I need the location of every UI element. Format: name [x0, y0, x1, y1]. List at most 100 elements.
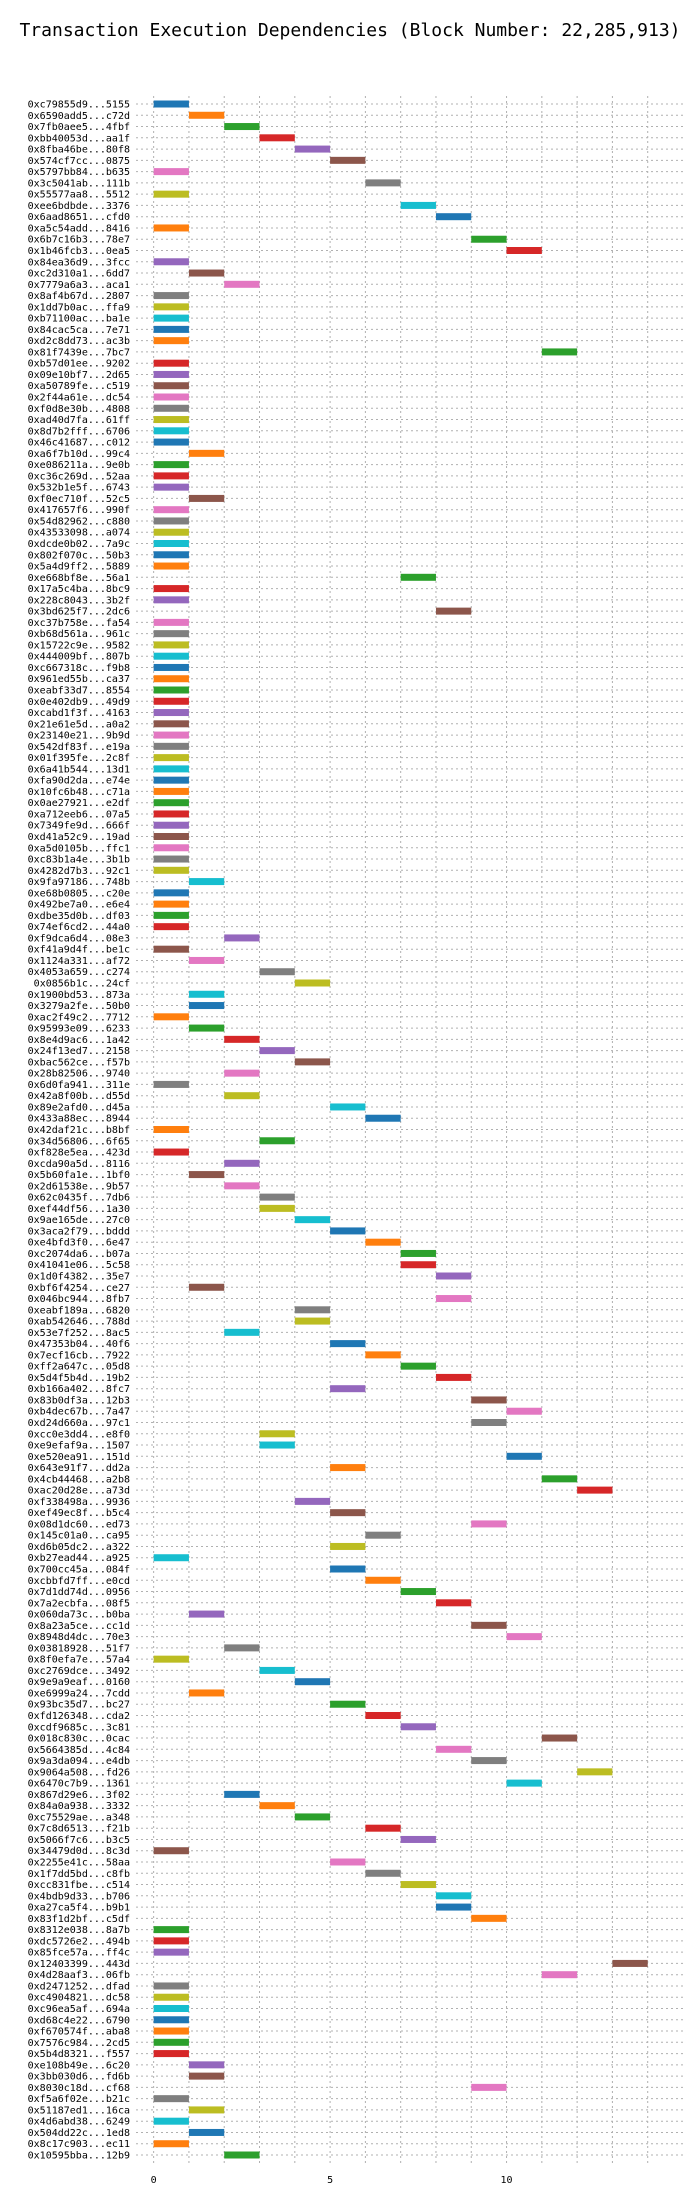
- y-tick-label: 0x5a4d9ff2...5889: [28, 562, 130, 573]
- bar: [259, 1204, 295, 1212]
- bar: [294, 1306, 331, 1314]
- y-tick-label: 0xcbbfd7ff...e0cd: [28, 1576, 130, 1587]
- y-tick-label: 0x1f7dd5bd...c8fb: [28, 1869, 130, 1880]
- bar: [259, 1137, 295, 1145]
- y-tick-label: 0x09e10bf7...2d65: [28, 370, 130, 381]
- bar: [506, 1779, 542, 1787]
- bar: [153, 404, 189, 412]
- y-tick-label: 0xf0ec710f...52c5: [28, 494, 130, 505]
- y-tick-label: 0x0ae27921...e2df: [28, 798, 130, 809]
- y-tick-label: 0xa5c54add...8416: [28, 223, 130, 234]
- y-tick-label: 0x5b4d8321...f557: [28, 2049, 130, 2060]
- bar: [153, 483, 189, 491]
- y-tick-label: 0xc2074da6...b07a: [28, 1249, 130, 1260]
- bar: [224, 1035, 260, 1043]
- bar: [153, 2027, 189, 2035]
- y-tick-label: 0x83b0df3a...12b3: [28, 1395, 130, 1406]
- y-tick-label: 0x3aca2f79...bddd: [28, 1226, 130, 1237]
- grid-layer: [136, 96, 683, 2163]
- y-tick-label: 0x54d82962...c880: [28, 516, 130, 527]
- bar: [400, 1249, 436, 1257]
- bar: [435, 1903, 472, 1911]
- bar: [224, 1092, 260, 1100]
- y-tick-label: 0x41041e06...5c58: [28, 1260, 130, 1271]
- y-tick-label: 0xdcde0b02...7a9c: [28, 539, 130, 550]
- y-tick-label: 0x9064a508...fd26: [28, 1767, 130, 1778]
- y-tick-label: 0x018c830c...0cac: [28, 1734, 130, 1745]
- y-tick-label: 0x4cb44468...a2b8: [28, 1474, 130, 1485]
- y-tick-label: 0xd2471252...dfad: [28, 1981, 130, 1992]
- y-tick-label: 0x542df83f...e19a: [28, 742, 130, 753]
- bar: [153, 1080, 189, 1088]
- y-tick-label: 0x6b7c16b3...78e7: [28, 235, 130, 246]
- bar: [400, 1588, 436, 1596]
- y-tick-label: 0xcda90a5d...8116: [28, 1159, 130, 1170]
- y-tick-label: 0x24f13ed7...2158: [28, 1046, 130, 1057]
- y-tick-label: 0xc37b758e...fa54: [28, 618, 130, 629]
- bar: [153, 663, 189, 671]
- bar: [153, 821, 189, 829]
- bar: [471, 1914, 507, 1922]
- bar: [153, 810, 189, 818]
- y-tick-label: 0x42a8f00b...d55d: [28, 1091, 130, 1102]
- bar: [153, 551, 189, 559]
- y-tick-label: 0x5797bb84...b635: [28, 167, 130, 178]
- y-tick-label: 0x10fc6b48...c71a: [28, 787, 130, 798]
- y-tick-label: 0xb4dec67b...7a47: [28, 1407, 130, 1418]
- y-tick-label: 0x7c8d6513...f21b: [28, 1824, 130, 1835]
- y-tick-label: 0xbac562ce...f57b: [28, 1057, 130, 1068]
- y-tick-label: 0x8c17c903...ec11: [28, 2139, 130, 2150]
- bar: [153, 1993, 189, 2001]
- bar: [330, 156, 366, 164]
- y-tick-label: 0x5066f7c6...b3c5: [28, 1835, 130, 1846]
- bar: [330, 1340, 366, 1348]
- y-tick-label: 0x700cc45a...084f: [28, 1565, 130, 1576]
- bar: [153, 2016, 189, 2024]
- y-tick-label: 0x574cf7cc...0875: [28, 156, 130, 167]
- y-tick-label: 0x802f070c...50b3: [28, 550, 130, 561]
- bar: [188, 1171, 225, 1179]
- y-tick-label: 0xd41a52c9...19ad: [28, 832, 130, 843]
- y-tick-label: 0x15722c9e...9582: [28, 640, 130, 651]
- bar: [153, 765, 189, 773]
- bar: [153, 731, 189, 739]
- bar: [400, 1723, 436, 1731]
- bar: [294, 1317, 331, 1325]
- bar: [435, 1295, 472, 1303]
- y-tick-label: 0x7ecf16cb...7922: [28, 1350, 130, 1361]
- y-tick-label: 0xc75529ae...a348: [28, 1812, 130, 1823]
- y-tick-label: 0x145c01a0...ca95: [28, 1531, 130, 1542]
- y-tick-label: 0x28b82506...9740: [28, 1069, 130, 1080]
- bar: [153, 258, 189, 266]
- bar: [153, 923, 189, 931]
- y-tick-label: 0xe520ea91...151d: [28, 1452, 130, 1463]
- bar: [153, 1948, 189, 1956]
- y-tick-label: 0xe6999a24...7cdd: [28, 1688, 130, 1699]
- y-tick-label: 0x81f7439e...7bc7: [28, 347, 130, 358]
- bar: [577, 1486, 613, 1494]
- bar: [400, 1835, 436, 1843]
- y-tick-label: 0x7576c984...2cd5: [28, 2038, 130, 2049]
- chart-title: Transaction Execution Dependencies (Bloc…: [19, 20, 681, 41]
- bar: [153, 359, 189, 367]
- y-tick-label: 0x8e4d9ac6...1a42: [28, 1035, 130, 1046]
- y-tick-label: 0xeabf189a...6820: [28, 1305, 130, 1316]
- y-tick-label: 0xbf6f4254...ce27: [28, 1283, 130, 1294]
- y-tick-label: 0x53e7f252...8ac5: [28, 1328, 130, 1339]
- y-tick-label: 0x228c8043...3b2f: [28, 595, 130, 606]
- y-tick-label: 0xb27ead44...a925: [28, 1553, 130, 1564]
- y-tick-label: 0x7a2ecbfa...08f5: [28, 1598, 130, 1609]
- bar: [365, 179, 401, 187]
- y-tick-label: 0xe108b49e...6c20: [28, 2060, 130, 2071]
- y-tick-label: 0xb166a402...8fc7: [28, 1384, 130, 1395]
- y-tick-label: 0x10595bba...12b9: [28, 2151, 130, 2162]
- bar: [259, 1666, 295, 1674]
- y-tick-label: 0xbb40053d...aa1f: [28, 133, 130, 144]
- bar: [153, 742, 189, 750]
- y-tick-label: 0x84a0a938...3332: [28, 1801, 130, 1812]
- bar: [153, 945, 189, 953]
- y-tick-label: 0x01f395fe...2c8f: [28, 753, 130, 764]
- y-tick-label: 0xf9dca6d4...08e3: [28, 933, 130, 944]
- y-tick-label: 0xf670574f...aba8: [28, 2027, 130, 2038]
- bar: [506, 1452, 542, 1460]
